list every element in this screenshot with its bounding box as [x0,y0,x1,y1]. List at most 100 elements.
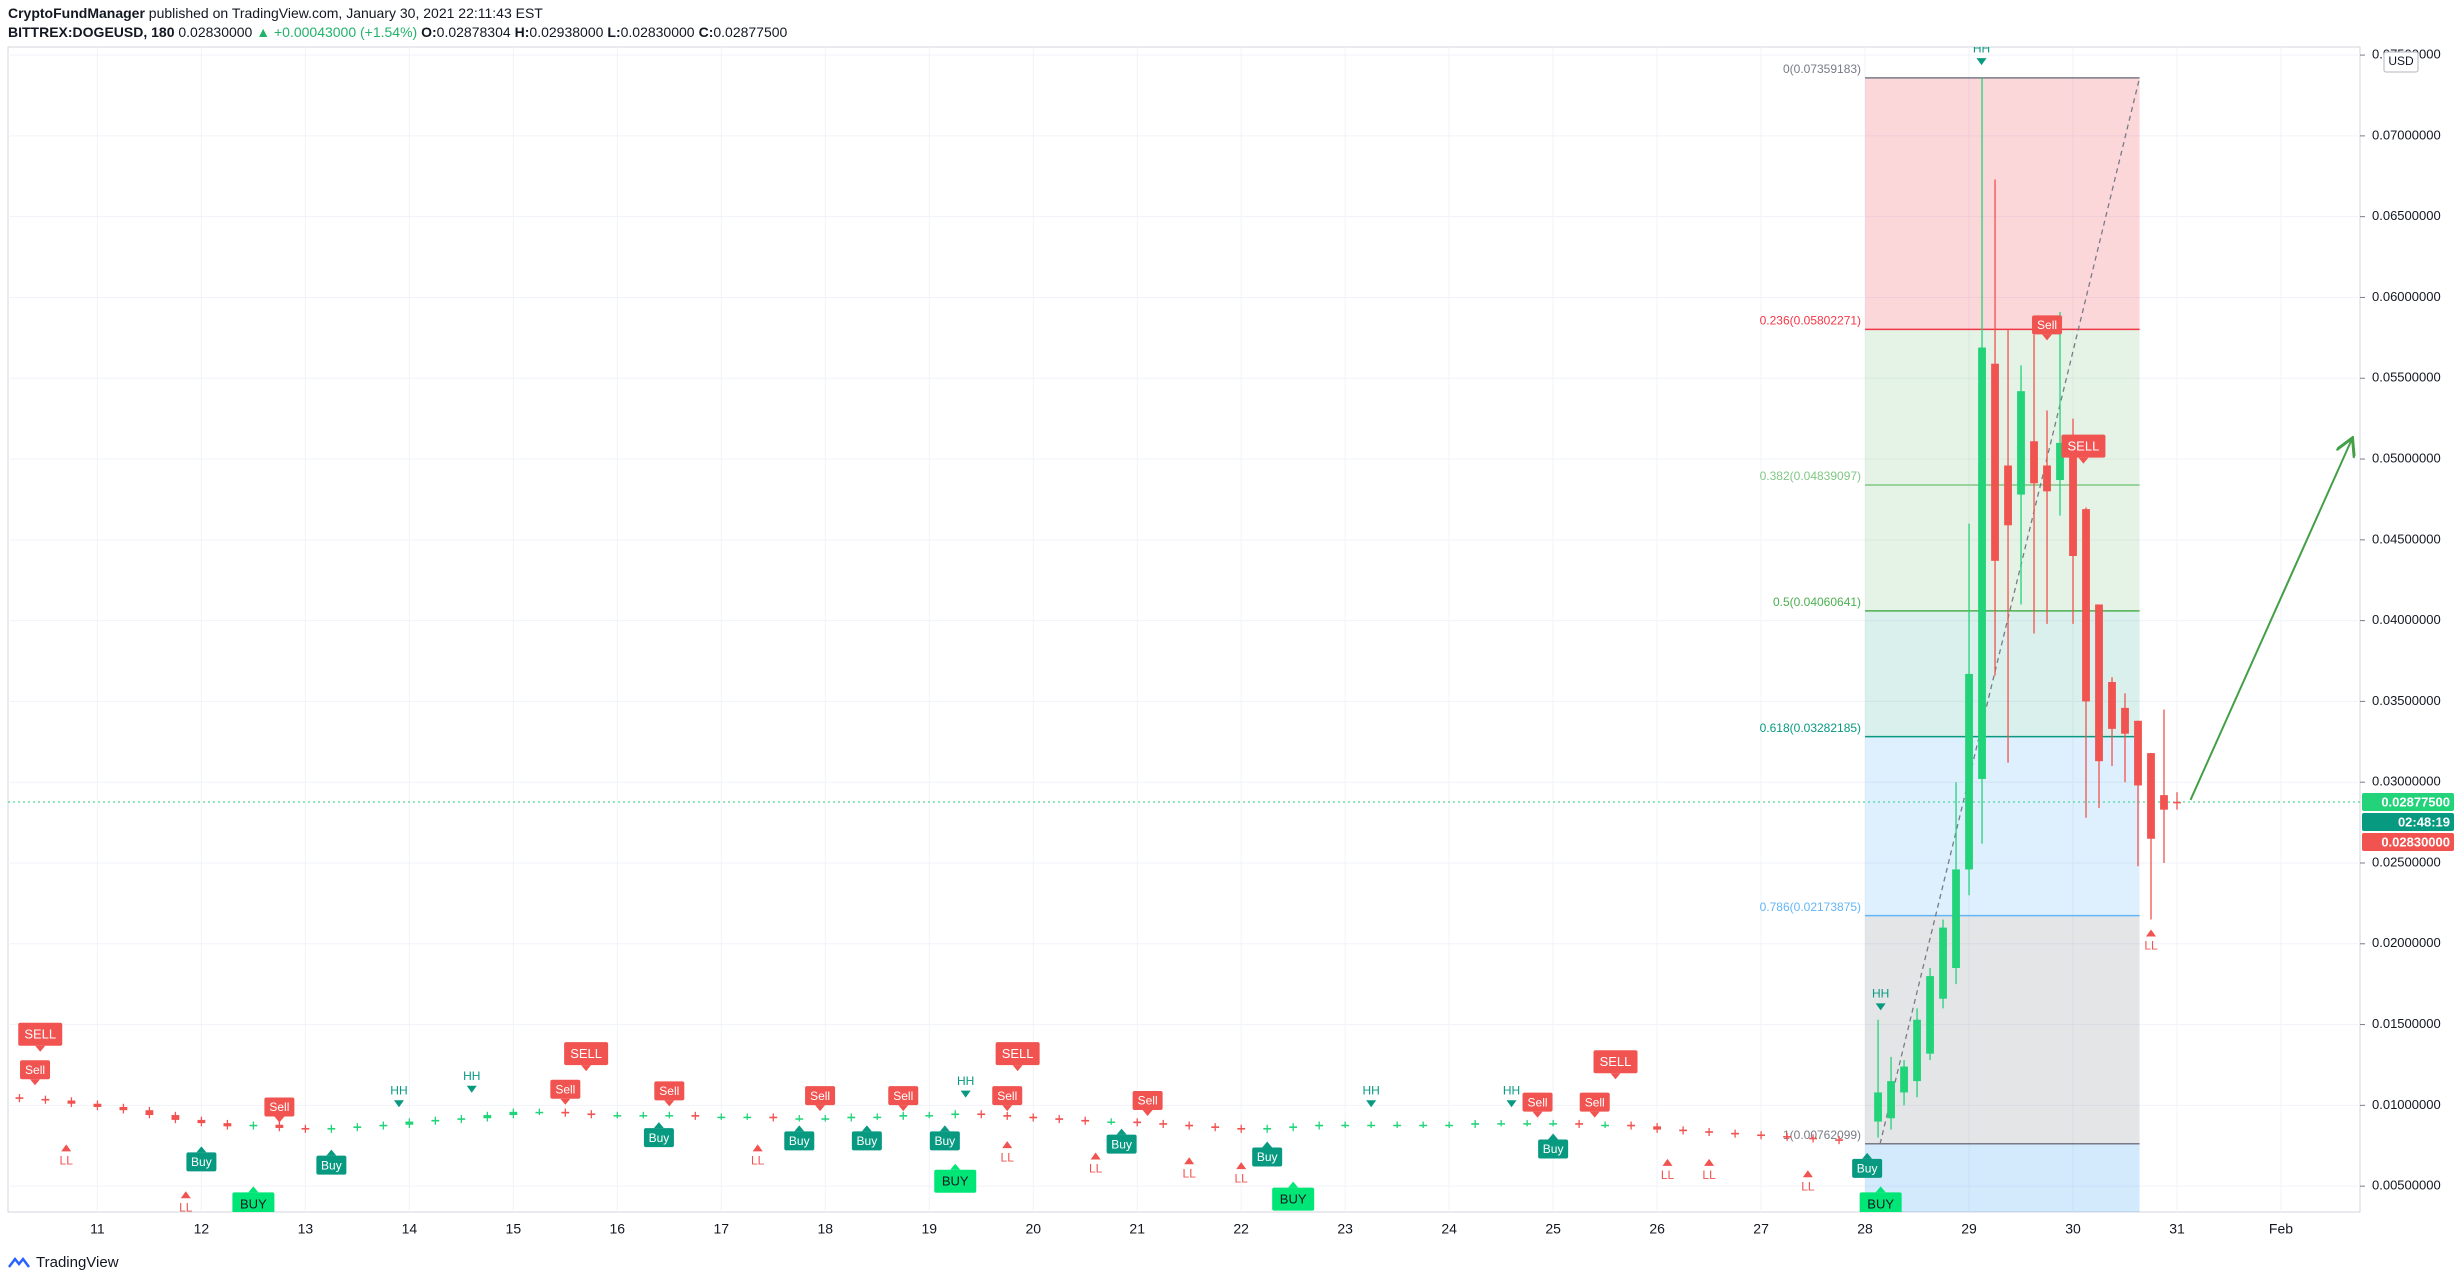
price-tag [2362,792,2454,811]
signal-marker [180,1191,191,1199]
signal-pointer [1002,1105,1013,1112]
candle-body [2030,441,2038,484]
candle-body [1575,1123,1584,1125]
signal: Buy [186,1146,217,1172]
signal: LL [1702,1158,1716,1182]
signal-pointer [1288,1181,1299,1188]
y-tick-label: 0.02500000 [2372,854,2441,869]
x-tick-label: 14 [402,1221,418,1237]
signal-pointer [1116,1128,1127,1135]
signal-label: HH [1362,1083,1379,1097]
signal: Sell [550,1079,581,1105]
signal-label: LL [751,1154,765,1168]
signal-label: Buy [1257,1150,1278,1164]
fib-trend [1879,77,2141,1144]
signal-label: Sell [1585,1095,1605,1109]
arrow [2189,440,2352,801]
signal-pointer [274,1116,285,1123]
signal-label: Buy [1111,1137,1132,1151]
footer: TradingView [8,1254,119,1271]
candle-body [1211,1126,1220,1128]
signal-label: Sell [2037,318,2057,332]
signal-marker [466,1085,477,1093]
signal-marker [1366,1100,1377,1108]
ohlc-label: H: [514,24,530,40]
signal-label: Buy [789,1134,810,1148]
signal-pointer [950,1163,961,1170]
y-tick-label: 0.05500000 [2372,370,2441,385]
price-tag-label: 0.02830000 [2381,834,2450,849]
signal: Buy [1538,1133,1569,1159]
y-tick-label: 0.06500000 [2372,208,2441,223]
candle-body [587,1113,596,1116]
signal-label: HH [1872,987,1889,1001]
signal-box [18,1022,63,1046]
signal-box [992,1086,1023,1106]
x-tick-label: 20 [1025,1221,1041,1237]
candle-body [899,1115,908,1117]
y-tick-label: 0.05000000 [2372,450,2441,465]
signal-label: SELL [1002,1046,1034,1061]
candle-body [1419,1124,1428,1127]
signal-label: LL [1235,1171,1249,1185]
y-tick-label: 0.01000000 [2372,1097,2441,1112]
signal: Buy [929,1125,960,1151]
ohlc-label: O: [421,24,437,40]
candle-body [1991,363,1999,561]
signal: BUY [1272,1181,1315,1211]
signal-label: LL [1183,1166,1197,1180]
signal-marker [393,1100,404,1108]
signal-marker [2146,929,2157,937]
y-tick-label: 0.03500000 [2372,693,2441,708]
signal-box [934,1169,977,1193]
signal: LL [1001,1141,1014,1164]
signal: Buy [784,1125,815,1151]
signal: HH [1872,987,1889,1011]
signal-pointer [664,1100,675,1107]
candle-body [197,1119,206,1124]
candle-body [1627,1124,1636,1127]
signal-box [20,1060,51,1080]
signal-marker [1236,1162,1247,1170]
signal-label: Sell [997,1089,1017,1103]
signal: LL [1089,1152,1103,1176]
published: published on TradingView.com, January 30… [148,5,543,21]
fib-label: 0.236(0.05802271) [1760,314,1861,328]
signal-box [995,1042,1040,1066]
signal-pointer [1548,1133,1559,1140]
x-tick-label: 11 [90,1221,105,1237]
candle-body [1887,1081,1895,1119]
logo [8,1256,30,1268]
signal-label: HH [463,1069,480,1083]
chart: 0(0.07359183) 0.236(0.05802271) 0.382(0.04… [7,46,2454,1237]
signal: LL [1183,1157,1197,1180]
signal-label: Buy [1543,1142,1564,1156]
signal-box [2061,434,2106,458]
signal-pointer [1875,1186,1886,1193]
candle-body [535,1111,544,1114]
signal-marker [1662,1158,1673,1166]
signal: Sell [805,1086,836,1112]
signal: SELL [18,1022,63,1052]
x-tick-label: 12 [194,1221,210,1237]
signal-label: LL [1089,1162,1103,1176]
signal-marker [1704,1158,1715,1166]
fib-band [1865,915,2140,1144]
signal: HH [957,1074,974,1098]
fib-band [1865,77,2140,330]
signal-box [1852,1158,1883,1178]
candle-body [2082,509,2090,702]
signal: Sell [1132,1091,1163,1117]
candle-body [2147,753,2155,839]
signal-label: Buy [649,1131,670,1145]
signal-box [805,1086,836,1106]
candle-body [1107,1121,1116,1124]
signal-pointer [861,1125,872,1132]
plot-frame [7,46,2361,1213]
price-tag [2362,812,2454,831]
currency-box [2383,51,2419,73]
signal: SELL [2061,434,2106,464]
signal-pointer [1262,1141,1273,1148]
candle-body [1523,1123,1532,1125]
candle-body [1874,1092,1882,1122]
